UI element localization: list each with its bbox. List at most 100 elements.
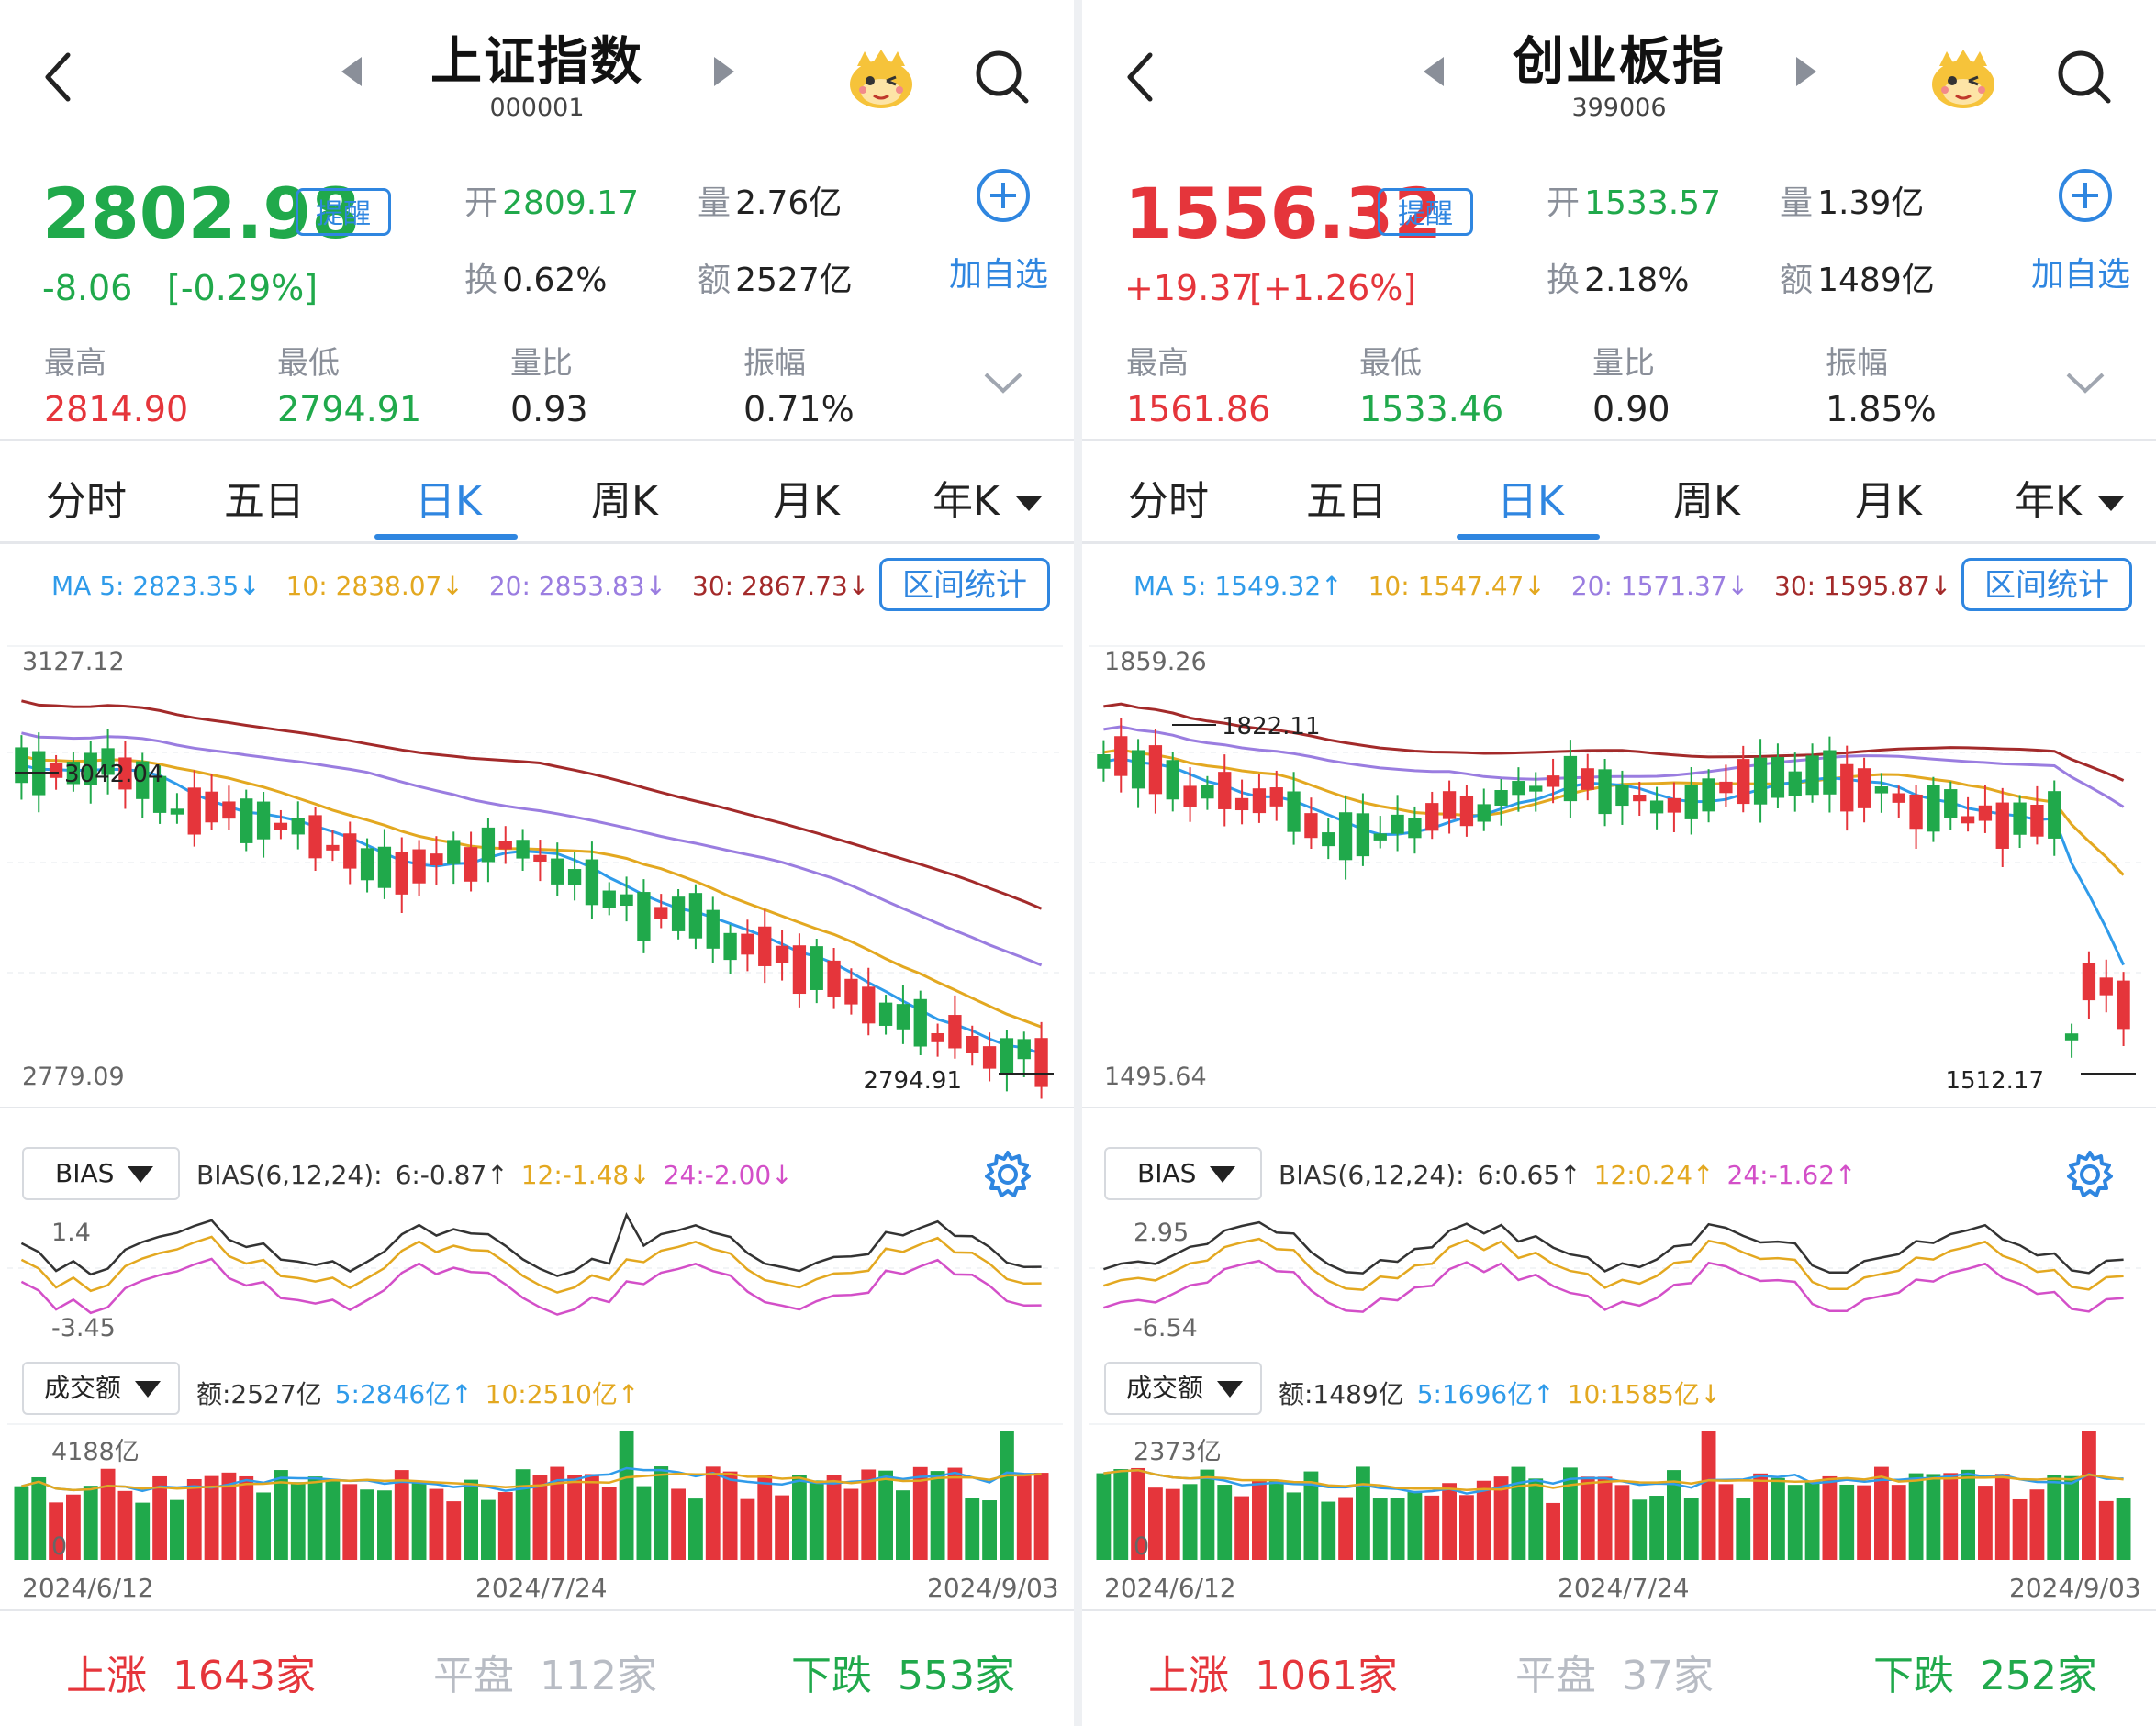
candle [2048, 791, 2061, 839]
candle [291, 818, 305, 835]
candle [1494, 790, 1508, 807]
interval-stats-button[interactable]: 区间统计 [1961, 558, 2132, 611]
tab-yearly-k-label: 年K [933, 478, 1000, 525]
divider [0, 439, 1074, 441]
volume-indicator-selector[interactable]: 成交额 [1104, 1362, 1262, 1415]
bias-selector[interactable]: BIAS [22, 1147, 180, 1200]
candle [1927, 785, 1940, 832]
back-icon[interactable] [40, 50, 77, 105]
candle [602, 890, 616, 908]
add-watchlist-button[interactable]: 加自选 [2031, 256, 2131, 294]
volume-bar [1321, 1501, 1336, 1560]
search-icon[interactable] [2055, 48, 2114, 106]
candle [1563, 755, 1578, 802]
price-change-pct: [-0.29%] [167, 268, 318, 308]
tab-weekly-k[interactable]: 周K [591, 478, 658, 525]
remind-button[interactable]: 提醒 [1378, 188, 1473, 236]
volume-bar [567, 1475, 582, 1560]
tab-yearly-k[interactable]: 年K [2015, 468, 2124, 527]
high-marker-label: 1822.11 [1222, 713, 1321, 741]
tab-yearly-k[interactable]: 年K [933, 468, 1042, 527]
volume-bar [1000, 1431, 1014, 1560]
tab-daily-k[interactable]: 日K [1497, 478, 1564, 525]
candle [948, 1015, 962, 1049]
caret-down-icon [2097, 496, 2124, 511]
rise-count[interactable]: 上涨 1061家 [1148, 1642, 1398, 1701]
add-watchlist-button[interactable]: 加自选 [949, 256, 1049, 294]
bias-chart[interactable] [7, 1211, 1063, 1340]
back-icon[interactable] [1123, 50, 1159, 105]
candlestick-chart[interactable]: 3042.04 2794.91 [7, 642, 1063, 1101]
candle [671, 896, 686, 931]
add-watchlist-icon[interactable] [2057, 167, 2114, 224]
caret-down-icon [128, 1166, 154, 1183]
candle [1477, 804, 1491, 822]
tab-intraday[interactable]: 分时 [46, 478, 127, 525]
rise-count[interactable]: 上涨 1643家 [66, 1642, 316, 1701]
volume-bar [775, 1495, 789, 1560]
fall-count[interactable]: 下跌 252家 [1873, 1642, 2097, 1701]
candle [1892, 793, 1905, 803]
add-watchlist-icon[interactable] [975, 167, 1032, 224]
volume-bar [221, 1472, 237, 1560]
remind-button[interactable]: 提醒 [296, 188, 391, 236]
mascot-icon[interactable] [844, 46, 918, 112]
tab-monthly-k[interactable]: 月K [773, 478, 840, 525]
fall-count[interactable]: 下跌 553家 [791, 1642, 1015, 1701]
volume-bar [1096, 1473, 1112, 1560]
candle [2064, 1033, 2079, 1041]
expand-chevron-icon[interactable] [982, 369, 1024, 396]
tab-daily-k[interactable]: 日K [415, 478, 482, 525]
volume-ratio-value: 0.90 [1592, 389, 1670, 429]
settings-gear-icon[interactable] [980, 1147, 1035, 1202]
mascot-icon[interactable] [1927, 46, 2000, 112]
bias-chart[interactable] [1089, 1211, 2145, 1340]
volume-indicator-selector[interactable]: 成交额 [22, 1362, 180, 1415]
next-index-icon[interactable] [714, 57, 734, 86]
volume-chart[interactable] [7, 1420, 1063, 1564]
bias-selector[interactable]: BIAS [1104, 1147, 1262, 1200]
volume-bar [186, 1478, 202, 1560]
ma30-line [1103, 702, 2125, 782]
tab-monthly-k[interactable]: 月K [1855, 478, 1922, 525]
candle [1148, 745, 1163, 795]
volume-bar [1563, 1467, 1578, 1560]
volume-axis-top: 2373亿 [1134, 1438, 1222, 1466]
flat-count[interactable]: 平盘 112家 [433, 1642, 657, 1701]
next-index-icon[interactable] [1796, 57, 1816, 86]
prev-index-icon[interactable] [1424, 57, 1444, 86]
amount-value: 2527亿 [735, 262, 853, 299]
volume-bar [1165, 1488, 1180, 1560]
volume-bar [1908, 1473, 1924, 1560]
settings-gear-icon[interactable] [2062, 1147, 2117, 1202]
tab-five-day[interactable]: 五日 [224, 478, 305, 525]
interval-stats-button[interactable]: 区间统计 [879, 558, 1050, 611]
candlestick-chart[interactable]: 1822.11 1512.17 [1089, 642, 2145, 1101]
bias24-line [20, 1257, 1042, 1316]
volume-bar [83, 1486, 98, 1560]
volume-bar [204, 1475, 219, 1560]
volume-bar [1857, 1485, 1871, 1560]
volume-chart[interactable] [1089, 1420, 2145, 1564]
prev-index-icon[interactable] [341, 57, 362, 86]
rise-value: 1643家 [172, 1653, 316, 1699]
bias-selector-label: BIAS [55, 1158, 115, 1188]
flat-label: 平盘 [1515, 1653, 1596, 1699]
divider [0, 1609, 1074, 1611]
expand-chevron-icon[interactable] [2064, 369, 2106, 396]
candle [741, 933, 754, 955]
volume-bar [792, 1475, 807, 1560]
index-code: 000001 [489, 94, 585, 122]
candle [896, 1004, 910, 1030]
flat-count[interactable]: 平盘 37家 [1515, 1642, 1714, 1701]
low-marker-label: 1512.17 [1945, 1067, 2044, 1095]
candle [1995, 802, 2009, 849]
tab-weekly-k[interactable]: 周K [1673, 478, 1740, 525]
volume-bar [896, 1490, 910, 1560]
rise-label: 上涨 [66, 1653, 147, 1699]
index-panel-chinext: 创业板指 399006 1556.32 提醒 +19.37 [+1.26%] 开… [1082, 0, 2156, 1726]
tab-five-day[interactable]: 五日 [1306, 478, 1387, 525]
tab-intraday[interactable]: 分时 [1128, 478, 1209, 525]
search-icon[interactable] [973, 48, 1032, 106]
candle [205, 791, 218, 823]
